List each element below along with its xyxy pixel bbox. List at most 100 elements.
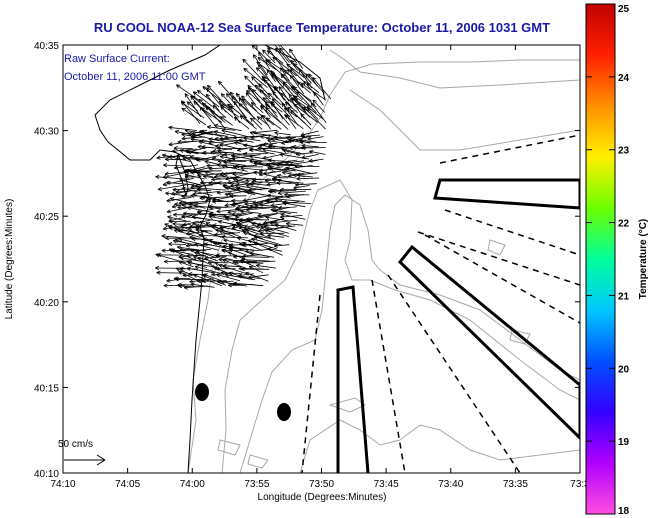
current-vector — [267, 233, 285, 238]
current-vector — [167, 215, 187, 222]
x-tick-label: 74:00 — [180, 479, 205, 490]
beam-right-dash-1 — [439, 134, 580, 164]
current-vector — [270, 102, 290, 126]
current-vector — [300, 82, 327, 101]
beam-diag-dash-1 — [387, 274, 521, 473]
beam-left-solid — [336, 285, 370, 473]
current-vector — [193, 203, 221, 210]
current-vector — [250, 117, 263, 130]
current-vector — [238, 103, 263, 126]
current-vector — [174, 201, 199, 207]
current-vector — [193, 274, 222, 287]
current-vector — [267, 92, 282, 106]
contour-speckle-4 — [217, 439, 241, 456]
current-vector — [231, 198, 255, 203]
x-tick-label: 74:10 — [50, 479, 75, 490]
current-vector — [265, 117, 282, 130]
current-vector — [285, 221, 304, 226]
current-vector — [229, 193, 247, 199]
current-vector — [204, 242, 233, 250]
current-vector — [217, 149, 241, 155]
current-vector — [199, 130, 227, 137]
y-tick-label: 40:30 — [34, 127, 59, 138]
current-vector — [227, 207, 257, 214]
current-vector — [242, 241, 263, 252]
current-vector — [189, 278, 214, 284]
current-vector — [206, 125, 235, 131]
current-vector — [249, 251, 275, 258]
current-vector — [223, 171, 243, 177]
colorbar — [585, 3, 616, 515]
current-vector — [245, 271, 269, 282]
current-vector — [257, 146, 283, 151]
current-vector — [163, 283, 185, 288]
site-marker-2 — [277, 403, 291, 421]
current-vector — [181, 107, 207, 126]
colorbar-tick-label: 24 — [618, 73, 630, 84]
current-vector — [220, 225, 247, 233]
current-vector — [235, 221, 261, 233]
current-vector — [198, 140, 220, 147]
current-vector — [194, 242, 219, 251]
current-vector — [184, 128, 214, 136]
current-vector — [188, 203, 206, 209]
current-vector — [279, 152, 310, 160]
current-vector — [279, 187, 312, 192]
contour-outer — [349, 89, 580, 151]
current-vector — [247, 239, 278, 250]
current-vector — [190, 248, 212, 253]
current-vector — [168, 242, 186, 247]
current-vector — [180, 100, 201, 124]
current-vector — [254, 205, 283, 210]
current-vector — [190, 193, 208, 198]
colorbar-tick-label: 21 — [618, 291, 630, 302]
current-vector — [267, 139, 283, 144]
current-vector — [197, 186, 227, 191]
current-vector — [266, 69, 276, 83]
current-vector — [233, 116, 250, 130]
current-vector — [172, 239, 198, 246]
current-vector — [289, 74, 305, 95]
current-vector — [305, 73, 325, 94]
current-vector — [253, 241, 283, 256]
current-vector — [273, 208, 298, 214]
current-vector — [249, 147, 275, 155]
current-vector — [184, 168, 213, 178]
site-marker-1 — [195, 383, 209, 401]
current-vector — [245, 183, 278, 191]
current-vector — [308, 158, 324, 163]
colorbar-tick-label: 22 — [618, 219, 630, 230]
y-tick-label: 40:10 — [34, 469, 59, 480]
current-vector — [213, 266, 233, 276]
current-vector — [173, 146, 193, 151]
y-tick-label: 40:25 — [34, 212, 59, 223]
current-vector — [274, 131, 291, 136]
contour-hudson-canyon — [239, 194, 580, 473]
current-vector — [275, 162, 303, 167]
colorbar-tick-label: 18 — [618, 506, 630, 517]
contour-upper — [329, 49, 580, 89]
current-vector — [280, 212, 306, 220]
current-vector — [235, 212, 254, 219]
current-vector — [212, 199, 236, 204]
current-vector — [251, 237, 278, 246]
current-time: October 11, 2006 11:00 GMT — [64, 71, 206, 83]
current-vector — [258, 143, 275, 148]
current-vector — [189, 155, 219, 161]
current-vector — [204, 170, 228, 178]
current-vector — [216, 162, 235, 168]
current-vector — [253, 170, 276, 178]
current-vector — [276, 173, 296, 179]
current-vector — [295, 151, 313, 157]
current-vector — [274, 197, 305, 202]
beam-diag-dash-2 — [424, 234, 580, 324]
current-vector — [208, 181, 240, 186]
current-vector — [182, 156, 205, 161]
codar-beams — [301, 134, 580, 473]
current-vector — [307, 136, 324, 141]
contour-nearshore — [187, 59, 580, 473]
current-vector — [222, 244, 255, 251]
current-vector — [233, 164, 264, 169]
current-vector — [290, 109, 312, 130]
